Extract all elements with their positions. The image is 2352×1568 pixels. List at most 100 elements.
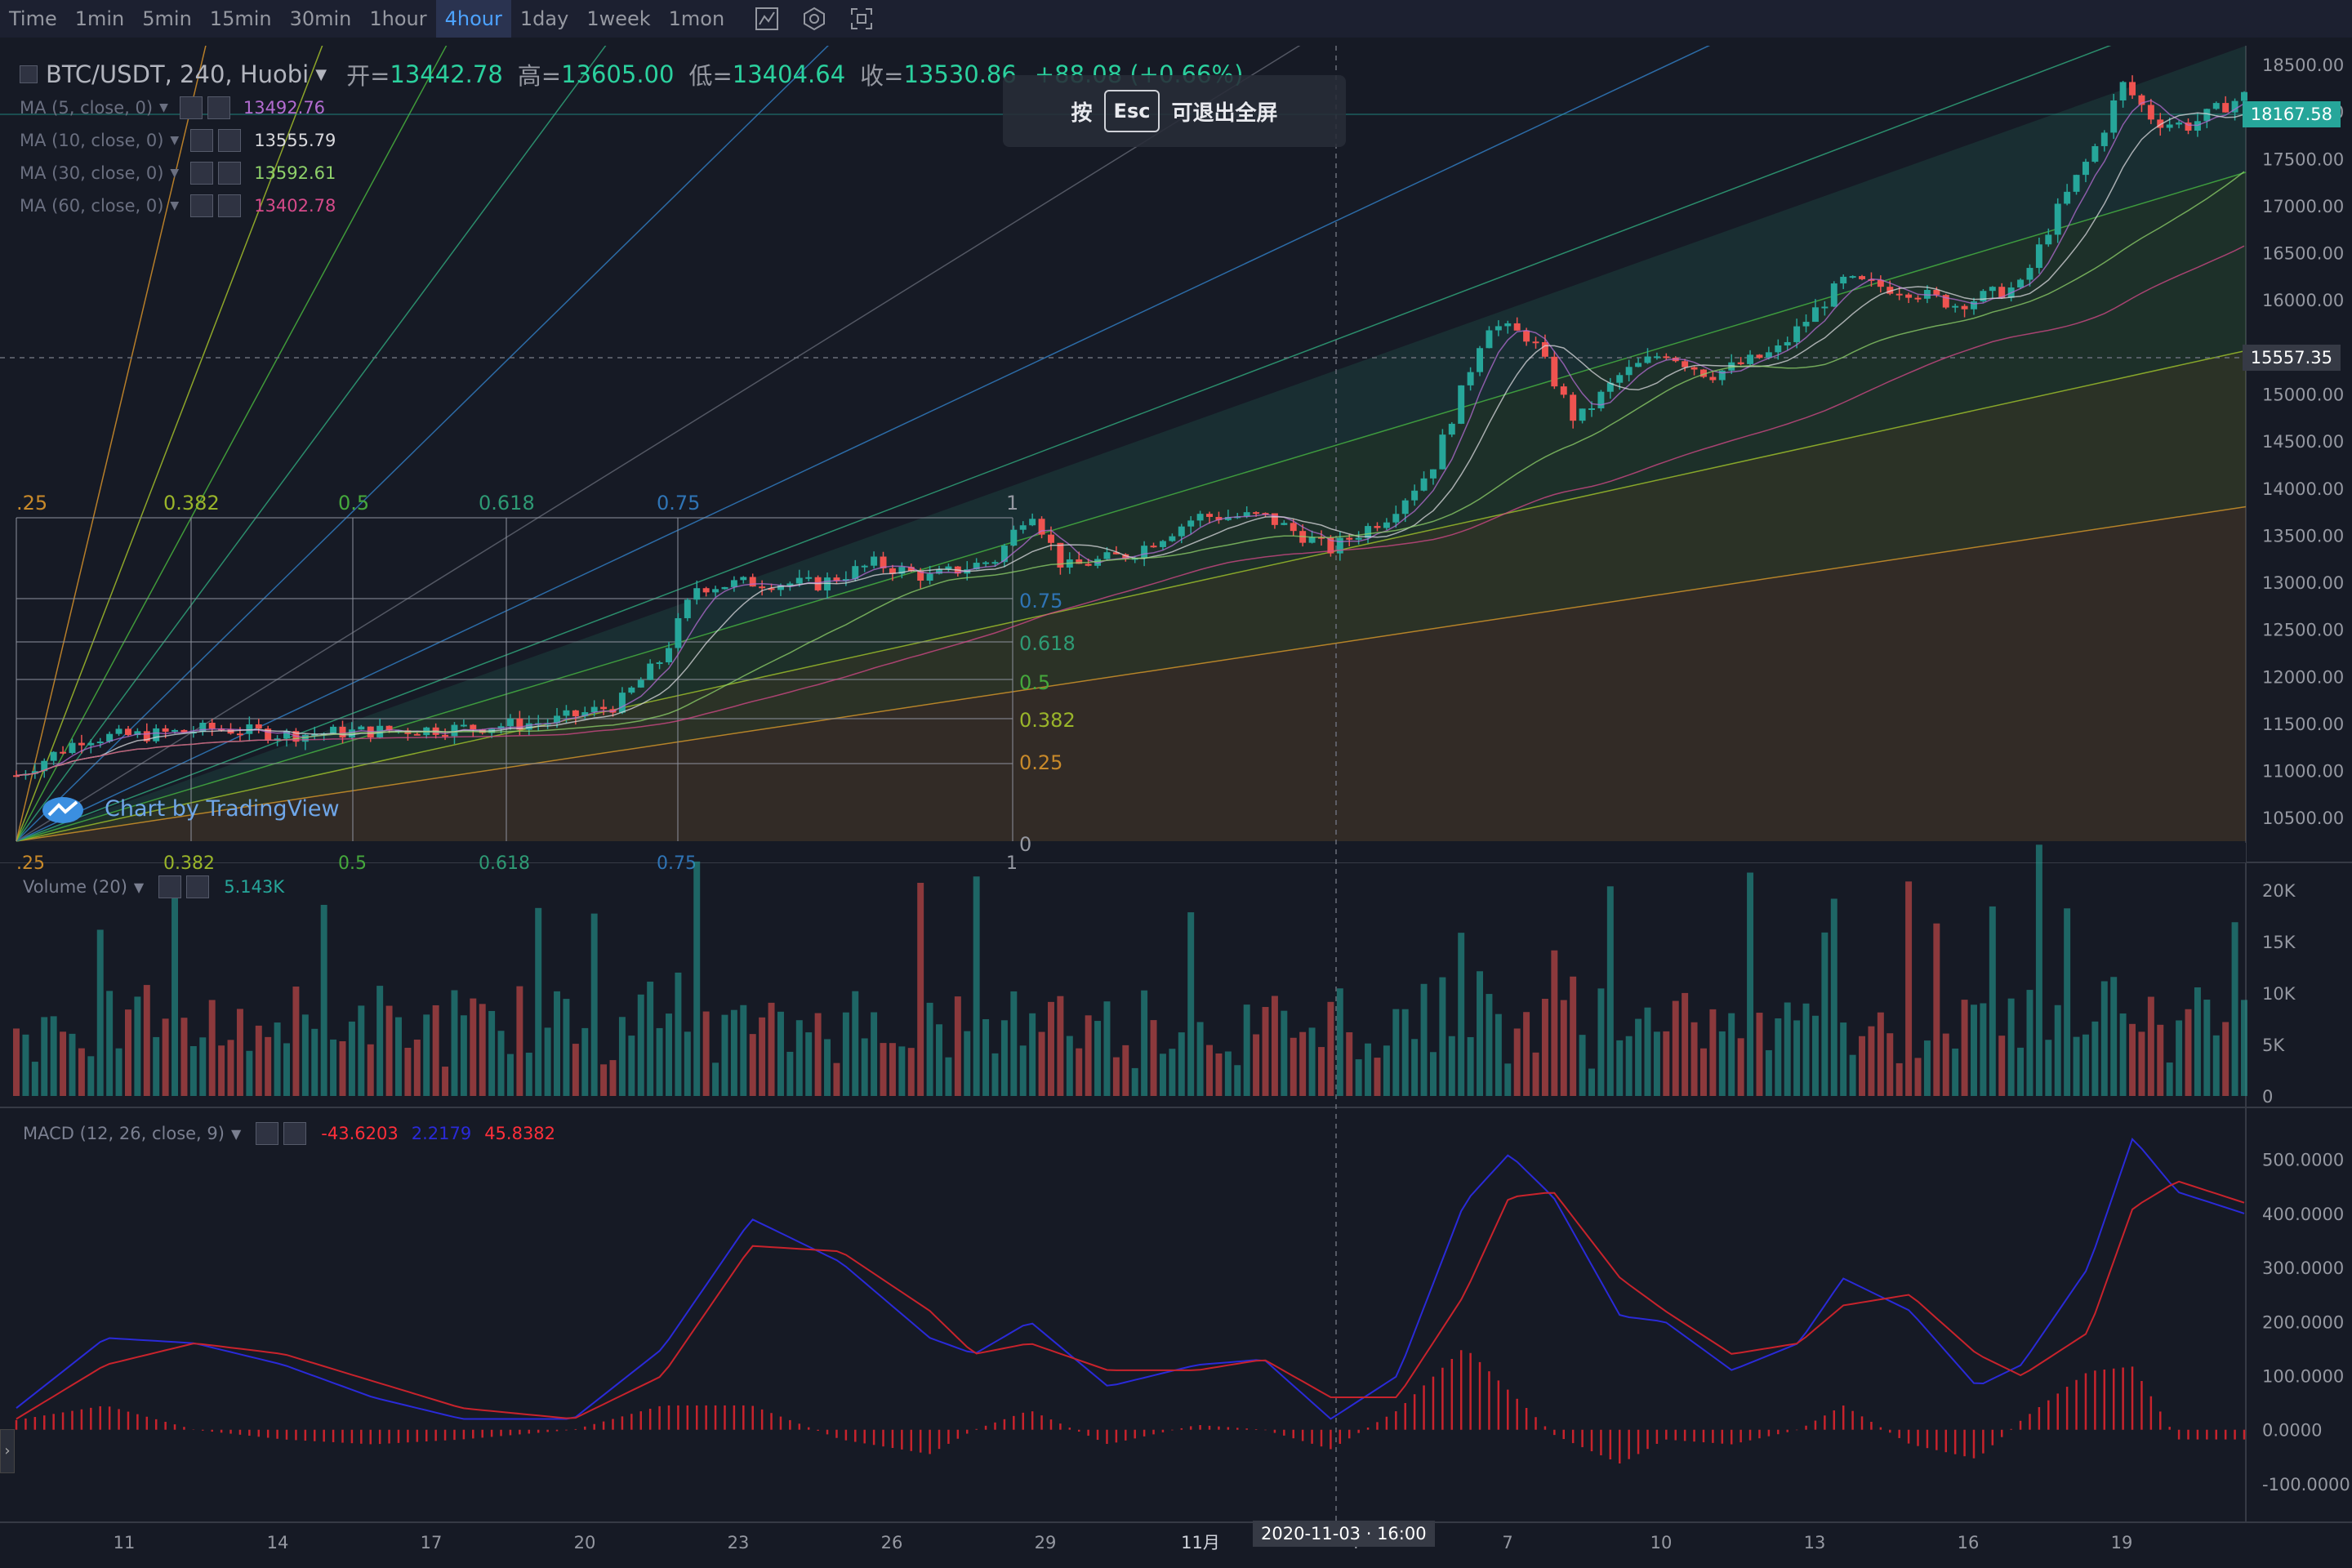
chevron-down-icon[interactable]: ▼ <box>230 1125 242 1142</box>
close-icon[interactable] <box>186 875 210 898</box>
volume-bar <box>1327 1001 1334 1096</box>
ma-label[interactable]: MA (60, close, 0) <box>20 196 164 216</box>
macd-label[interactable]: MACD (12, 26, close, 9) <box>23 1124 225 1143</box>
chevron-down-icon[interactable]: ▼ <box>133 879 145 895</box>
bottom-mask <box>0 843 2246 862</box>
volume-bar <box>1849 1054 1856 1096</box>
macd-axis-label: 300.0000 <box>2262 1258 2344 1278</box>
chevron-down-icon[interactable]: ▼ <box>159 101 168 114</box>
volume-bar <box>2064 908 2071 1096</box>
settings-gear-icon[interactable] <box>800 5 828 33</box>
candle-body <box>730 580 737 587</box>
low-value: 13404.64 <box>732 60 846 88</box>
candle-body <box>1513 323 1521 331</box>
candle-body <box>1029 519 1036 526</box>
fib-top-label: .25 <box>16 492 47 514</box>
symbol-name[interactable]: BTC/USDT, 240, Huobi <box>46 60 310 88</box>
close-icon[interactable] <box>218 129 242 152</box>
close-icon[interactable] <box>218 194 242 217</box>
volume-bar <box>1821 932 1829 1096</box>
price-axis-label: 11500.00 <box>2262 715 2344 734</box>
volume-bar <box>348 1021 355 1096</box>
volume-bar <box>311 1028 318 1096</box>
volume-bar <box>1756 1013 1763 1096</box>
candle-body <box>1411 490 1419 501</box>
candle-body <box>1718 370 1726 381</box>
open-value: 13442.78 <box>390 60 503 88</box>
chevron-down-icon[interactable]: ▼ <box>170 134 180 147</box>
volume-bar <box>1914 1058 1922 1096</box>
macd-axis-label: 500.0000 <box>2262 1151 2344 1170</box>
price-axis-label: 16500.00 <box>2262 244 2344 264</box>
volume-bar <box>1374 1058 1381 1096</box>
candle-body <box>675 617 682 648</box>
close-icon[interactable] <box>207 96 230 119</box>
volume-bar <box>1635 1018 1642 1096</box>
interval-1day[interactable]: 1day <box>519 7 569 30</box>
volume-bar <box>786 1051 794 1096</box>
candle-body <box>1150 546 1157 548</box>
candle-body <box>861 565 868 568</box>
settings-gear-icon[interactable] <box>179 96 203 119</box>
candle-body <box>1094 559 1102 566</box>
volume-bar <box>1290 1037 1297 1096</box>
fib-fan-line <box>16 38 1728 842</box>
chevron-down-icon[interactable]: ▼ <box>170 167 180 180</box>
volume-bar <box>2194 987 2201 1096</box>
ma-legend-row: MA (10, close, 0) ▼ 13555.79 <box>20 124 1243 157</box>
candle-body <box>936 569 942 574</box>
settings-gear-icon[interactable] <box>190 194 214 217</box>
volume-bar <box>413 1039 421 1096</box>
panel-expand-handle[interactable]: › <box>0 1429 15 1473</box>
volume-bar <box>1802 1003 1810 1096</box>
interval-time[interactable]: Time <box>9 7 57 30</box>
volume-bar <box>1494 1013 1502 1096</box>
price-axis-label: 14000.00 <box>2262 479 2344 499</box>
candle-body <box>628 687 635 693</box>
candle-body <box>2222 103 2230 113</box>
interval-5min[interactable]: 5min <box>142 7 192 30</box>
interval-30min[interactable]: 30min <box>289 7 352 30</box>
candle-body <box>78 742 85 746</box>
candle-body <box>1085 564 1092 566</box>
volume-bar <box>1318 1047 1325 1096</box>
fullscreen-icon[interactable] <box>848 5 875 33</box>
time-axis-label: 10 <box>1650 1533 1673 1552</box>
settings-gear-icon[interactable] <box>158 875 182 898</box>
interval-1hour[interactable]: 1hour <box>369 7 427 30</box>
volume-label[interactable]: Volume (20) <box>23 877 127 897</box>
candle-body <box>106 733 114 742</box>
candle-body <box>265 728 272 741</box>
interval-1min[interactable]: 1min <box>74 7 125 30</box>
chart-canvas[interactable]: .25 .25 0.382 0.382 0.5 0.5 0.618 0.618 0.75 0.75… <box>0 38 2352 1568</box>
collapse-icon[interactable] <box>20 65 38 83</box>
ma-label[interactable]: MA (10, close, 0) <box>20 131 164 150</box>
candle-body <box>590 706 598 713</box>
interval-4hour[interactable]: 4hour <box>435 0 511 38</box>
watermark-text: Chart by TradingView <box>105 795 340 822</box>
candle-body <box>2129 82 2136 96</box>
volume-bar <box>1019 1045 1027 1096</box>
volume-bar <box>358 1005 365 1096</box>
ma-label[interactable]: MA (5, close, 0) <box>20 98 154 118</box>
indicator-icon[interactable] <box>753 5 781 33</box>
settings-gear-icon[interactable] <box>190 129 214 152</box>
volume-bar <box>1877 1012 1884 1096</box>
volume-bar <box>618 1017 626 1096</box>
settings-gear-icon[interactable] <box>190 162 214 185</box>
ma-label[interactable]: MA (30, close, 0) <box>20 163 164 183</box>
chevron-down-icon[interactable]: ▼ <box>315 65 327 83</box>
interval-15min[interactable]: 15min <box>209 7 272 30</box>
price-axis-label: 11000.00 <box>2262 762 2344 782</box>
interval-1mon[interactable]: 1mon <box>668 7 725 30</box>
volume-bar <box>1122 1045 1129 1096</box>
settings-gear-icon[interactable] <box>256 1122 279 1145</box>
volume-axis-label: 5K <box>2262 1036 2285 1055</box>
interval-1week[interactable]: 1week <box>586 7 651 30</box>
close-icon[interactable] <box>283 1122 307 1145</box>
volume-bar <box>805 1032 813 1096</box>
chevron-down-icon[interactable]: ▼ <box>170 199 180 212</box>
tradingview-watermark[interactable]: Chart by TradingView <box>41 792 340 825</box>
close-icon[interactable] <box>218 162 242 185</box>
volume-bar <box>1467 1036 1474 1096</box>
